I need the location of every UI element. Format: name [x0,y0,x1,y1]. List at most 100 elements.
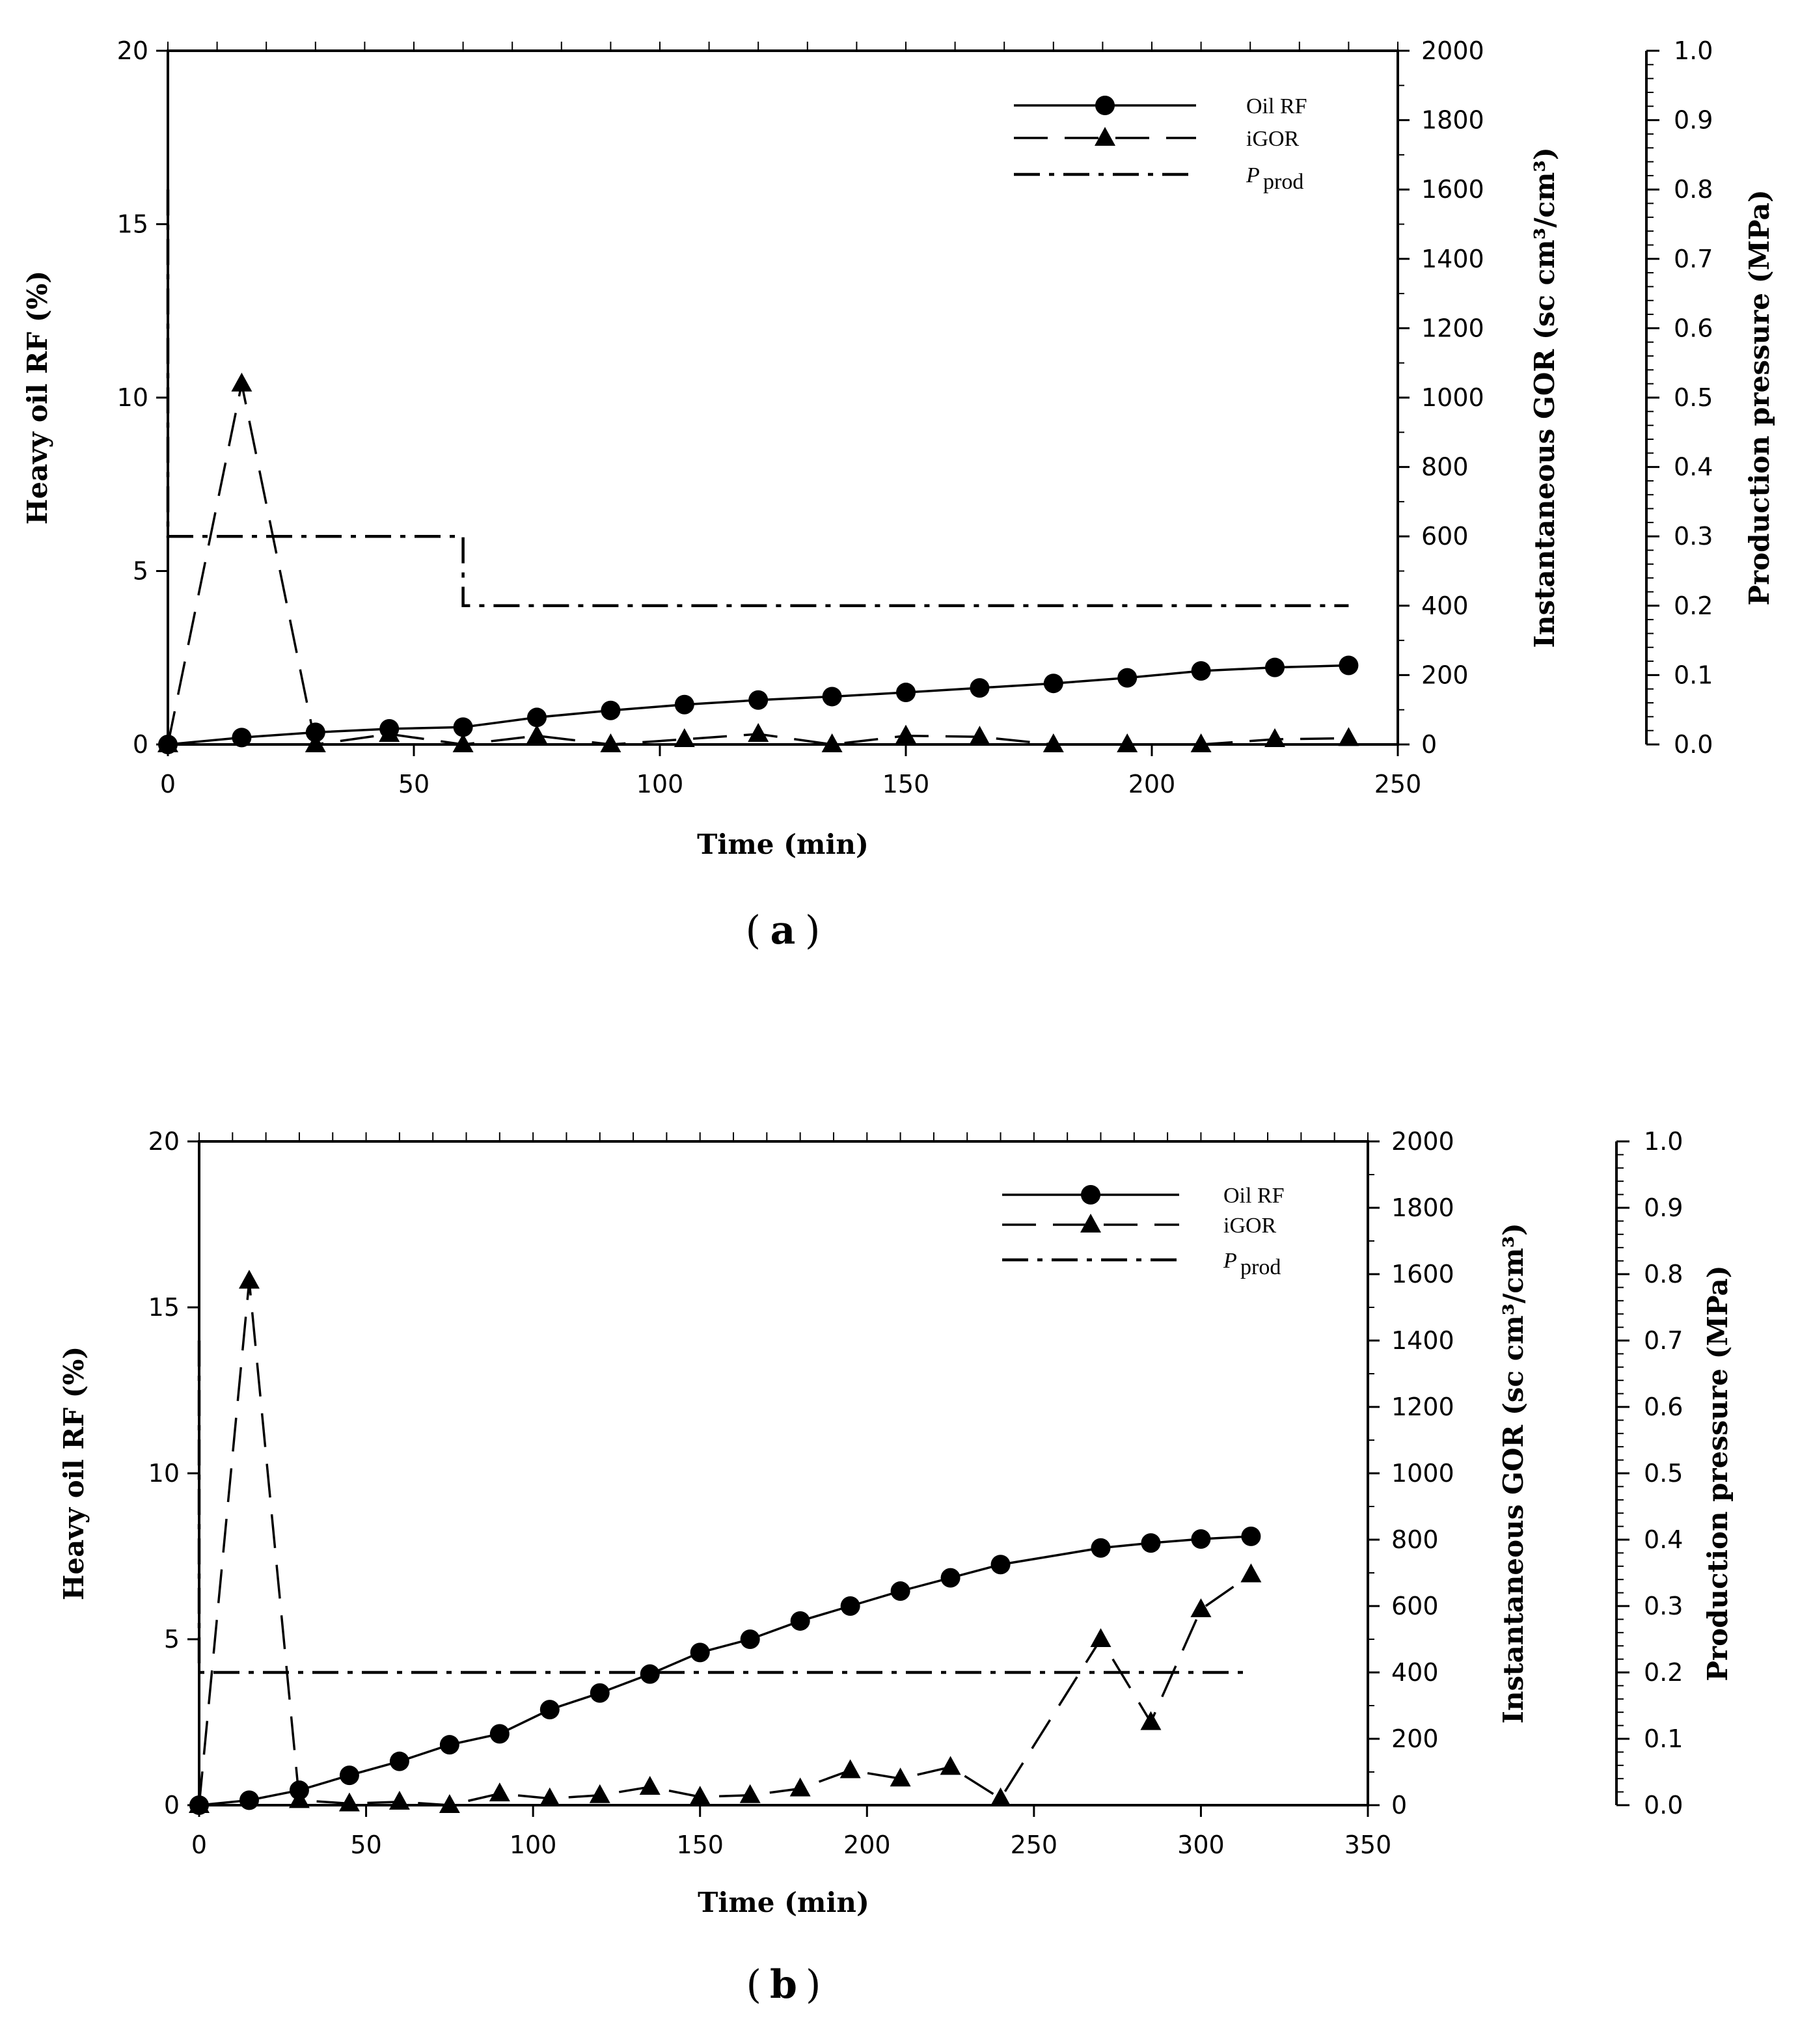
oil-rf-point [453,717,473,737]
igor-point [526,724,547,744]
panel-label-open-paren: ( [746,1962,761,2008]
y-gor-tick-label: 400 [1391,1658,1439,1687]
panel-b: 0 50 100 150 200 250 300 3500510152002004006008… [58,1127,1734,2008]
oil-rf-point [748,690,769,710]
igor-point [1043,733,1064,752]
legend-label-oil-rf: Oil RF [1246,94,1307,118]
y-gor-tick-label: 1800 [1391,1193,1454,1222]
oil-rf-point [239,1790,259,1810]
plot-frame [167,49,1399,746]
oil-rf-point [1191,661,1211,681]
legend-label-pprod-subscript: prod [1263,170,1303,194]
y-pressure-tick-label: 0.9 [1644,1193,1683,1222]
y-left-tick-label: 10 [117,383,148,412]
oil-rf-point [339,1765,359,1786]
y-left-tick-label: 20 [148,1127,180,1156]
y-pressure-axis-label: Production pressure (MPa) [1743,189,1775,605]
y-left-axis-label: Heavy oil RF (%) [21,271,53,525]
y-pressure-tick-label: 0.3 [1644,1592,1683,1620]
igor-point [890,1767,911,1787]
y-gor-tick-label: 1600 [1421,175,1484,204]
y-pressure-tick-label: 0.0 [1674,730,1713,759]
y-left-tick-label: 15 [117,210,148,239]
x-tick-label: 0 [160,770,176,798]
oil-rf-point [289,1780,309,1801]
oil-rf-point [640,1664,660,1684]
y-pressure-tick-label: 0.5 [1674,383,1713,412]
y-left-tick-label: 5 [133,557,148,586]
x-axis-label: Time (min) [697,828,869,860]
y-pressure-tick-label: 0.7 [1674,245,1713,273]
y-pressure-tick-label: 0.8 [1674,175,1713,204]
legend-marker-oil-rf [1081,1185,1100,1205]
oil-rf-point [489,1724,510,1744]
y-gor-tick-label: 600 [1421,522,1469,551]
y-gor-tick-label: 1200 [1421,314,1484,342]
igor-point [238,1270,260,1289]
oil-rf-point [740,1629,760,1649]
y-gor-tick-label: 1400 [1391,1326,1454,1355]
oil-rf-point [439,1735,459,1755]
y-gor-tick-label: 800 [1421,453,1469,482]
x-tick-label: 150 [882,770,930,798]
oil-rf-point [590,1683,610,1703]
igor-point [1190,733,1212,752]
legend-label-igor: iGOR [1223,1214,1277,1238]
oil-rf-point [189,1795,209,1815]
oil-rf-point [1241,1526,1261,1546]
x-tick-label: 300 [1177,1831,1225,1859]
igor-point [895,724,916,744]
y-pressure-tick-label: 0.7 [1644,1326,1683,1355]
oil-rf-point [674,694,694,715]
oil-rf-point [305,722,325,743]
y-pressure-tick-label: 1.0 [1644,1127,1683,1156]
oil-rf-point [970,678,990,698]
y-pressure-tick-label: 0.5 [1644,1459,1683,1488]
series-line-pprod [166,189,1349,608]
y-left-tick-label: 0 [164,1791,180,1819]
igor-point [1140,1711,1162,1730]
y-gor-tick-label: 400 [1421,592,1469,620]
y-gor-tick-label: 0 [1391,1791,1407,1819]
legend-marker-igor [1080,1214,1101,1233]
oil-rf-point [940,1568,961,1588]
panel-label-letter: b [770,1962,797,2008]
x-tick-label: 200 [843,1831,891,1859]
x-tick-label: 200 [1128,770,1176,798]
y-gor-tick-label: 2000 [1421,36,1484,65]
y-left-tick-label: 0 [133,730,148,759]
legend-marker-oil-rf [1095,96,1115,115]
igor-point [990,1787,1011,1806]
oil-rf-point [1117,668,1138,688]
oil-rf-point [1141,1533,1161,1553]
y-gor-tick-label: 800 [1391,1525,1439,1554]
y-gor-tick-label: 1200 [1391,1393,1454,1421]
igor-point [439,1794,460,1813]
y-gor-tick-label: 1600 [1391,1260,1454,1288]
igor-point [739,1784,761,1803]
igor-point [600,733,621,752]
oil-rf-point [379,719,400,739]
y-left-tick-label: 5 [164,1625,180,1654]
y-left-axis-label: Heavy oil RF (%) [58,1346,90,1601]
igor-point [589,1784,610,1803]
oil-rf-point [158,735,178,754]
y-pressure-tick-label: 0.1 [1674,661,1713,689]
igor-point [940,1756,961,1775]
y-pressure-tick-label: 0.4 [1644,1525,1683,1554]
y-gor-axis-label: Instantaneous GOR (sc cm³/cm³) [1497,1223,1529,1723]
y-gor-tick-label: 600 [1391,1592,1439,1620]
y-pressure-tick-label: 0.4 [1674,453,1713,482]
igor-point [1338,727,1359,746]
y-pressure-axis-label: Production pressure (MPa) [1702,1265,1734,1681]
oil-rf-point [389,1751,409,1771]
igor-point [305,733,326,752]
oil-rf-point [232,728,252,748]
y-gor-tick-label: 1400 [1421,245,1484,273]
igor-point [674,728,695,748]
y-gor-tick-label: 1000 [1391,1459,1454,1488]
y-left-tick-label: 10 [148,1459,180,1488]
y-pressure-tick-label: 0.2 [1644,1658,1683,1687]
legend-label-oil-rf: Oil RF [1223,1184,1285,1208]
